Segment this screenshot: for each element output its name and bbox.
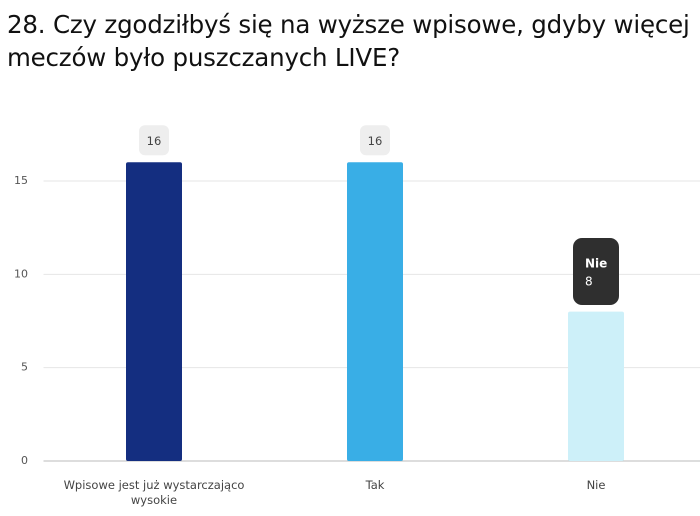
bar bbox=[568, 311, 624, 461]
tooltip-value: 8 bbox=[585, 275, 593, 289]
x-tick-label: Nie bbox=[586, 478, 606, 492]
tooltip-box bbox=[573, 238, 619, 305]
x-tick-label: Tak bbox=[365, 478, 385, 492]
y-tick-label: 0 bbox=[21, 454, 28, 467]
value-badge bbox=[360, 125, 390, 156]
value-label: 16 bbox=[147, 134, 162, 148]
x-tick-label: Wpisowe jest już wystarczająco wysokie bbox=[63, 478, 245, 507]
bar bbox=[347, 162, 403, 462]
value-badge bbox=[139, 125, 169, 156]
y-tick-label: 15 bbox=[14, 174, 28, 187]
value-label: 16 bbox=[368, 134, 383, 148]
y-tick-label: 5 bbox=[21, 361, 28, 374]
y-tick-label: 10 bbox=[14, 267, 28, 280]
chart-title: 28. Czy zgodziłbyś się na wyższe wpisowe… bbox=[7, 10, 690, 72]
tooltip-category: Nie bbox=[585, 257, 607, 271]
bar bbox=[126, 162, 182, 462]
